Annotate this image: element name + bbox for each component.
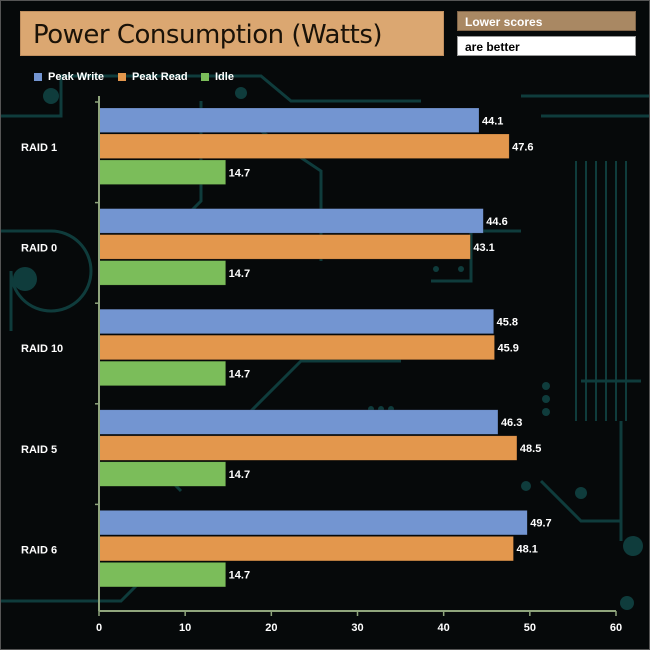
bar-peak-read [98, 435, 518, 461]
legend-swatch-peak-read [118, 73, 126, 81]
bar-idle [98, 562, 226, 588]
bar-idle [98, 260, 226, 286]
bar-idle [98, 461, 226, 487]
data-label-idle: 14.7 [229, 368, 250, 380]
bar-peak-write [98, 208, 484, 234]
legend-swatch-peak-write [34, 73, 42, 81]
data-label-idle: 14.7 [229, 167, 250, 179]
category-label: RAID 0 [21, 243, 57, 255]
chart-title-box: Power Consumption (Watts) [20, 11, 444, 56]
x-tick-label: 0 [96, 622, 102, 634]
bar-peak-read [98, 133, 510, 159]
data-label-peak-read: 43.1 [473, 242, 494, 254]
data-label-peak-read: 47.6 [512, 141, 533, 153]
data-label-idle: 14.7 [229, 570, 250, 582]
bar-peak-write [98, 308, 494, 334]
bar-idle [98, 159, 226, 185]
bar-peak-write [98, 107, 480, 133]
x-tick-label: 50 [524, 622, 536, 634]
data-label-idle: 14.7 [229, 469, 250, 481]
data-label-peak-read: 48.5 [520, 443, 541, 455]
data-label-peak-read: 48.1 [516, 544, 537, 556]
legend-swatch-idle [201, 73, 209, 81]
x-tick-label: 40 [438, 622, 450, 634]
data-label-idle: 14.7 [229, 268, 250, 280]
note-line2: are better [465, 40, 520, 54]
chart-title: Power Consumption (Watts) [33, 20, 383, 50]
x-tick-label: 10 [179, 622, 191, 634]
legend-label: Peak Write [48, 71, 105, 83]
note-line1: Lower scores [465, 15, 543, 29]
bar-peak-write [98, 409, 499, 435]
x-tick-label: 30 [351, 622, 363, 634]
category-label: RAID 5 [21, 444, 57, 456]
bar-peak-write [98, 510, 528, 536]
bar-peak-read [98, 234, 471, 260]
bar-idle [98, 360, 226, 386]
legend-label: Peak Read [132, 71, 188, 83]
legend-label: Idle [215, 71, 234, 83]
data-label-peak-write: 44.1 [482, 115, 503, 127]
category-label: RAID 6 [21, 544, 57, 556]
data-label-peak-write: 49.7 [530, 518, 551, 530]
category-label: RAID 10 [21, 343, 63, 355]
x-tick-label: 20 [265, 622, 277, 634]
data-label-peak-write: 44.6 [486, 216, 507, 228]
bar-peak-read [98, 536, 514, 562]
data-label-peak-read: 45.9 [498, 342, 519, 354]
note-lower-scores: Lower scores [457, 11, 636, 31]
data-label-peak-write: 45.8 [497, 316, 518, 328]
bar-peak-read [98, 334, 495, 360]
x-tick-label: 60 [610, 622, 622, 634]
data-label-peak-write: 46.3 [501, 417, 522, 429]
note-are-better: are better [457, 36, 636, 56]
category-label: RAID 1 [21, 142, 57, 154]
